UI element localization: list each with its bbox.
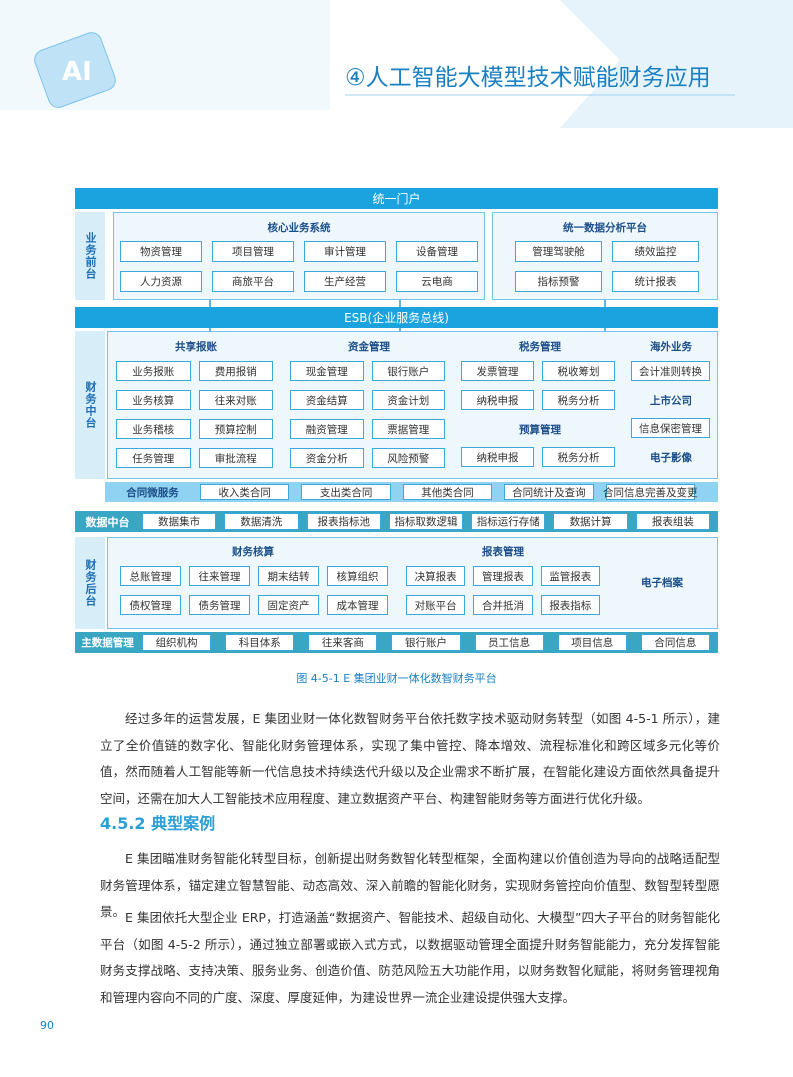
row-label: 主数据管理 [81, 637, 134, 649]
item-box: 统计报表 [612, 271, 699, 292]
item-box: 审计管理 [304, 241, 386, 262]
item-box: 资金结算 [290, 390, 364, 410]
layer-label: 财务后台 [75, 537, 105, 629]
item-box: 项目管理 [212, 241, 294, 262]
esb-bar: ESB(企业服务总线) [75, 307, 718, 328]
paragraph: E 集团依托大型企业 ERP，打造涵盖“数据资产、智能技术、超级自动化、大模型”… [100, 910, 720, 1005]
item-box: 会计准则转换 [631, 361, 710, 381]
item-box: 银行账户 [391, 634, 461, 651]
item-box: 数据计算 [553, 513, 628, 530]
item-box: 指标运行存储 [471, 513, 546, 530]
item-box: 管理驾驶舱 [515, 241, 602, 262]
group-title: 预算管理 [519, 423, 561, 436]
layer-label: 财务中台 [75, 331, 105, 479]
item-box: 总账管理 [120, 566, 181, 586]
item-box: 税收筹划 [542, 361, 615, 381]
item-box: 期末结转 [258, 566, 319, 586]
item-box: 生产经营 [304, 271, 386, 292]
group-title: 统一数据分析平台 [563, 221, 647, 234]
figure-caption: 图 4-5-1 E 集团业财一体化数智财务平台 [296, 672, 497, 685]
item-box: 业务稽核 [116, 419, 191, 439]
item-box: 业务核算 [116, 390, 191, 410]
item-box: 决算报表 [406, 566, 466, 586]
group-title: 电子影像 [650, 451, 692, 464]
item-box: 往来客商 [308, 634, 378, 651]
item-box: 债权管理 [120, 595, 181, 615]
item-box: 债务管理 [189, 595, 250, 615]
item-box: 费用报销 [198, 361, 273, 381]
portal-bar: 统一门户 [75, 188, 718, 209]
item-box: 往来对账 [198, 390, 273, 410]
item-box: 纳税申报 [461, 390, 534, 410]
item-box: 合同信息 [640, 634, 710, 651]
item-box: 项目信息 [557, 634, 627, 651]
item-box: 纳税申报 [461, 447, 534, 467]
item-box: 银行账户 [371, 361, 445, 381]
row-label: 数据中台 [85, 515, 130, 529]
item-box: 组织机构 [142, 634, 212, 651]
group-title: 海外业务 [650, 340, 692, 353]
group-title: 核心业务系统 [267, 221, 331, 234]
item-box: 预算控制 [198, 419, 273, 439]
item-box: 云电商 [396, 271, 478, 292]
item-box: 核算组织 [327, 566, 388, 586]
item-box: 资金计划 [371, 390, 445, 410]
item-box: 税务分析 [542, 390, 615, 410]
row-label: 合同微服务 [126, 486, 179, 499]
item-box: 数据清洗 [224, 513, 299, 530]
item-box: 发票管理 [461, 361, 534, 381]
item-box: 指标取数逻辑 [388, 513, 464, 530]
chapter-title: ④人工智能大模型技术赋能财务应用 [345, 65, 711, 91]
group-title: 电子档案 [641, 576, 683, 589]
item-box: 物资管理 [120, 241, 202, 262]
item-box: 报表指标池 [306, 513, 381, 530]
item-box: 业务报账 [116, 361, 191, 381]
item-box: 设备管理 [396, 241, 478, 262]
item-box: 人力资源 [120, 271, 202, 292]
group-title: 上市公司 [650, 394, 692, 407]
group-title: 财务核算 [232, 545, 274, 558]
item-box: 税务分析 [542, 447, 615, 467]
item-box: 融资管理 [290, 419, 364, 439]
item-box: 报表组装 [635, 513, 710, 530]
item-box: 审批流程 [198, 448, 273, 468]
page-number: 90 [40, 1018, 54, 1032]
item-box: 合并抵消 [473, 595, 533, 615]
item-box: 商旅平台 [212, 271, 294, 292]
item-box: 收入类合同 [200, 484, 290, 500]
item-box: 风险预警 [371, 448, 445, 468]
svg-text:AI: AI [62, 57, 92, 87]
item-box: 成本管理 [327, 595, 388, 615]
item-box: 指标预警 [515, 271, 602, 292]
layer-label: 业务前台 [75, 212, 105, 300]
item-box: 往来管理 [189, 566, 250, 586]
item-box: 员工信息 [474, 634, 544, 651]
group-title: 税务管理 [519, 340, 561, 353]
item-box: 支出类合同 [301, 484, 391, 500]
paragraph: E 集团瞄准财务智能化转型目标，创新提出财务数智化转型框架，全面构建以价值创造为… [100, 851, 720, 919]
header-decoration: AI [0, 0, 793, 128]
item-box: 其他类合同 [402, 484, 493, 500]
item-box: 报表指标 [540, 595, 600, 615]
group-title: 资金管理 [348, 340, 390, 353]
item-box: 任务管理 [116, 448, 191, 468]
section-heading: 4.5.2 典型案例 [100, 814, 216, 833]
item-box: 对账平台 [406, 595, 466, 615]
item-box: 固定资产 [258, 595, 319, 615]
item-box: 合同统计及查询 [504, 484, 594, 500]
item-box: 管理报表 [473, 566, 533, 586]
item-box: 资金分析 [290, 448, 364, 468]
group-title: 共享报账 [175, 340, 217, 353]
item-box: 科目体系 [225, 634, 295, 651]
item-box: 现金管理 [290, 361, 364, 381]
item-box: 信息保密管理 [631, 418, 710, 438]
item-box: 数据集市 [142, 513, 217, 530]
item-box: 监管报表 [540, 566, 600, 586]
paragraph: 经过多年的运营发展，E 集团业财一体化数智财务平台依托数字技术驱动财务转型（如图… [100, 711, 720, 806]
group-title: 报表管理 [482, 545, 524, 558]
item-box: 票据管理 [371, 419, 445, 439]
item-box: 绩效监控 [612, 241, 699, 262]
item-box: 合同信息完善及变更 [603, 484, 698, 500]
